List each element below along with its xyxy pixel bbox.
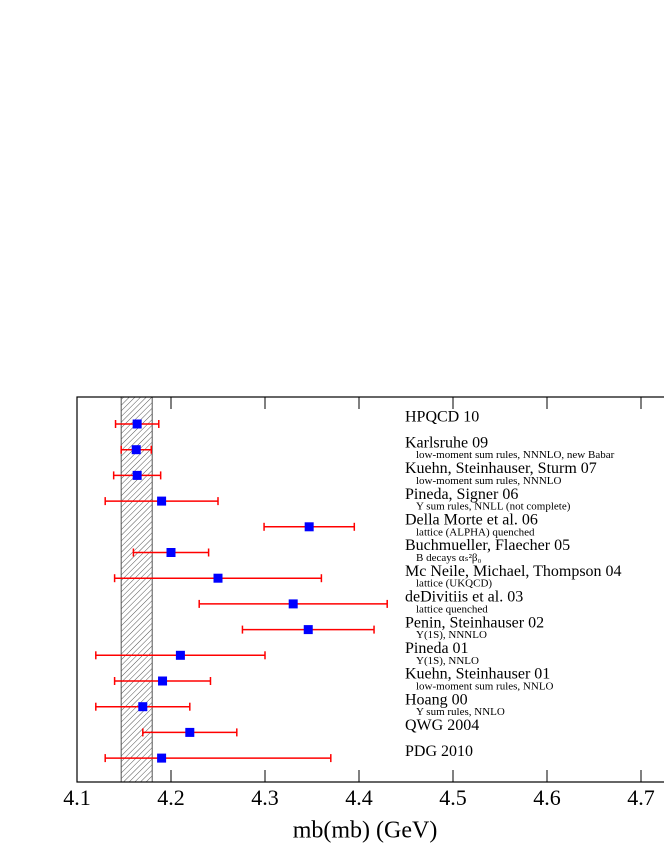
x-tick-label: 4.5	[439, 785, 467, 810]
row-sublabel: lattice (ALPHA) quenched	[416, 526, 535, 538]
row-label: PDG 2010	[405, 743, 473, 760]
row-label: Karlsruhe 09	[405, 434, 488, 451]
point	[138, 702, 148, 712]
row-label: Penin, Steinhauser 02	[405, 614, 544, 631]
x-tick-label: 4.2	[157, 785, 185, 810]
point	[157, 496, 167, 506]
band	[120, 396, 153, 783]
row-label: Pineda, Signer 06	[405, 486, 518, 503]
x-tick-label: 4.1	[63, 785, 91, 810]
point	[175, 650, 185, 660]
row-label: deDivitiis et al. 03	[405, 589, 523, 606]
row-sublabel: Υ(1S), NNNLO	[416, 629, 487, 641]
row-label: Kuehn, Steinhauser, Sturm 07	[405, 460, 597, 477]
x-axis-label: mb(mb) (GeV)	[293, 818, 438, 844]
x-tick-label: 4.4	[345, 785, 373, 810]
row-sublabel: lattice quenched	[416, 603, 488, 615]
row-sublabel: lattice (UKQCD)	[416, 578, 492, 590]
point	[288, 599, 298, 609]
row-label: HPQCD 10	[405, 409, 479, 426]
point	[132, 419, 142, 429]
point	[213, 573, 223, 583]
point	[158, 676, 168, 686]
row-sublabel: low-moment sum rules, NNLO	[416, 681, 554, 693]
row-label: Della Morte et al. 06	[405, 511, 538, 528]
row-label: Pineda 01	[405, 640, 469, 657]
x-tick-label: 4.6	[533, 785, 561, 810]
row-label: Mc Neile, Michael, Thompson 04	[405, 563, 622, 580]
row-sublabel: Υ sum rules, NNLL (not complete)	[416, 501, 571, 513]
plot-frame	[76, 396, 664, 783]
point	[304, 522, 314, 532]
row-sublabel: low-moment sum rules, NNNLO	[416, 475, 561, 487]
point	[132, 470, 142, 480]
row-sublabel: Υ(1S), NNLO	[416, 655, 479, 667]
point	[157, 753, 167, 763]
row-sublabel: B decays αₛ²β₀	[416, 552, 482, 564]
row-label: Kuehn, Steinhauser 01	[405, 666, 550, 683]
row-label: Hoang 00	[405, 691, 468, 708]
point	[185, 727, 195, 737]
point	[166, 548, 176, 557]
row-label: QWG 2004	[405, 717, 479, 734]
row-label: Buchmueller, Flaecher 05	[405, 537, 570, 554]
row-sublabel: low-moment sum rules, NNNLO, new Babar	[416, 449, 615, 461]
point	[303, 625, 313, 635]
x-tick-label: 4.3	[251, 785, 279, 810]
row-sublabel: Υ sum rules, NNLO	[416, 706, 505, 718]
x-tick-label: 4.7	[627, 785, 655, 810]
point	[131, 445, 141, 455]
